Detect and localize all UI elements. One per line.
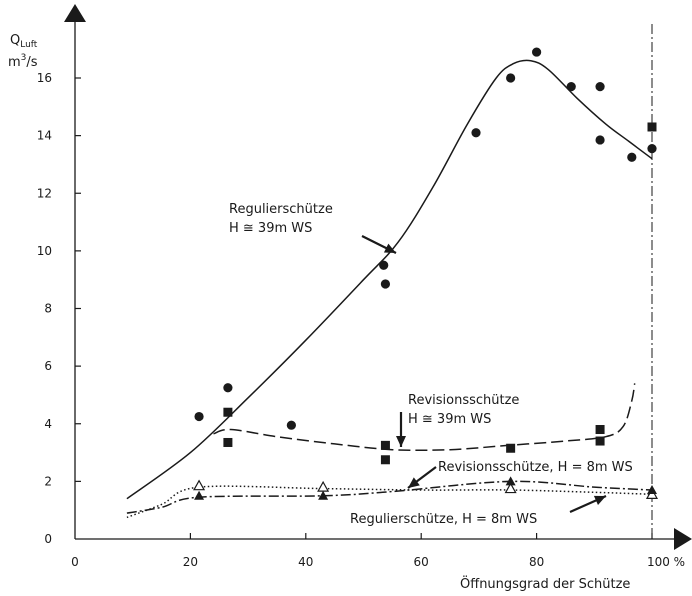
point-rev39 <box>223 407 233 417</box>
arrow-regulier-39-head <box>383 243 396 253</box>
curve-rev8 <box>126 485 653 519</box>
point-reg39 <box>647 143 657 154</box>
point-reg8 <box>318 490 329 500</box>
point-rev8 <box>504 482 517 494</box>
point-reg39 <box>532 47 542 57</box>
point-reg39 <box>380 279 391 289</box>
label-revision-8: Revisionsschütze, H = 8m WS <box>438 460 633 475</box>
point-reg39 <box>286 420 296 430</box>
x-tick-label: 100 % <box>647 555 685 569</box>
y-tick-label: 10 <box>37 244 52 258</box>
point-rev39 <box>647 122 657 132</box>
y-tick-label: 4 <box>44 417 52 431</box>
label-regulier-39-line2: H ≅ 39m WS <box>229 221 312 236</box>
point-reg39 <box>595 135 605 145</box>
point-rev39 <box>595 436 605 446</box>
point-reg39 <box>194 411 204 422</box>
y-tick-label: 0 <box>44 532 52 546</box>
point-reg39 <box>471 128 481 138</box>
point-rev39 <box>595 425 605 435</box>
x-tick-label: 0 <box>71 555 79 569</box>
y-tick-label: 8 <box>44 302 52 316</box>
y-axis-unit: m3/s <box>8 53 38 70</box>
point-reg39 <box>379 260 389 270</box>
point-reg8 <box>647 485 657 495</box>
point-rev39 <box>380 440 390 450</box>
series-markers <box>193 47 659 500</box>
point-reg39 <box>566 82 576 92</box>
y-tick-label: 14 <box>37 129 52 143</box>
y-tick-label: 6 <box>44 359 52 373</box>
x-tick-label: 80 <box>529 555 544 569</box>
point-reg39 <box>223 383 233 393</box>
point-reg39 <box>595 82 605 92</box>
point-rev39 <box>223 437 233 447</box>
series-curves <box>126 59 653 519</box>
y-tick-label: 12 <box>37 186 52 200</box>
point-rev39 <box>506 443 516 453</box>
y-axis-label-subscript: Luft <box>20 40 38 50</box>
annotations <box>361 235 607 514</box>
y-axis-label: QLuft <box>10 33 38 50</box>
arrow-regulier-8-head <box>593 495 606 506</box>
point-reg8 <box>194 490 205 500</box>
point-reg39 <box>506 73 516 83</box>
point-reg39 <box>627 152 637 162</box>
axes: 0 2 4 6 8 10 12 14 16 0 20 40 60 80 100 % <box>37 4 692 569</box>
point-rev8 <box>317 480 330 492</box>
x-tick-label: 40 <box>298 555 313 569</box>
arrow-revision-39-head <box>396 436 406 447</box>
x-tick-label: 20 <box>183 555 198 569</box>
label-revision-39-line2: H ≅ 39m WS <box>408 412 491 427</box>
point-rev39 <box>380 455 390 465</box>
point-rev8 <box>193 479 206 491</box>
curve-rev39 <box>213 383 636 452</box>
y-axis-arrow <box>64 4 86 22</box>
label-revision-39-line1: Revisionsschütze <box>408 393 519 408</box>
arrow-revision-8-head <box>408 477 420 488</box>
x-tick-label: 60 <box>414 555 429 569</box>
x-axis-label: Öffnungsgrad der Schütze <box>460 575 630 592</box>
point-reg8 <box>505 476 516 486</box>
x-axis-arrow <box>674 528 692 550</box>
y-tick-label: 16 <box>37 71 52 85</box>
curve-reg39 <box>126 59 653 500</box>
y-tick-label: 2 <box>44 474 52 488</box>
label-regulier-39-line1: Regulierschütze <box>229 202 333 217</box>
curve-reg8 <box>126 480 653 514</box>
label-regulier-8: Regulierschütze, H = 8m WS <box>350 512 537 527</box>
